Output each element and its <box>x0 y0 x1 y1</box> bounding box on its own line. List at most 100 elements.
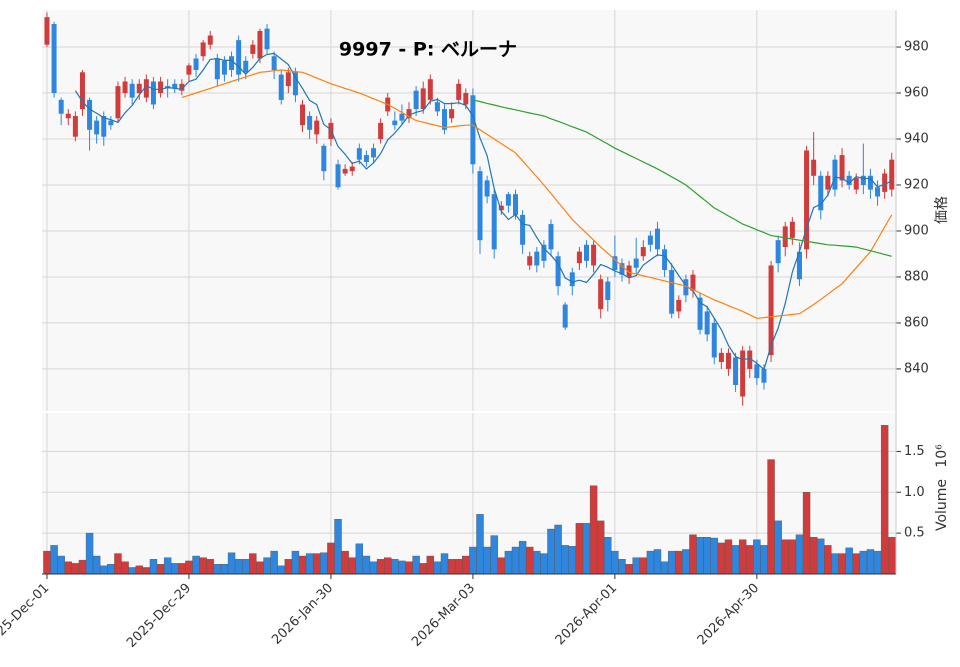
volume-bar <box>660 561 669 575</box>
x-tick-label: 2026-Jan-30 <box>269 581 336 648</box>
candle-body <box>647 235 653 245</box>
volume-bar <box>504 550 513 575</box>
volume-bar <box>192 555 200 575</box>
volume-bar <box>802 492 811 575</box>
x-tick-label: 2026-Apr-01 <box>553 581 620 648</box>
volume-bar <box>611 550 619 575</box>
candle-body <box>150 81 156 105</box>
candle-body <box>882 173 888 192</box>
candle-body <box>434 102 440 112</box>
candle-body <box>633 258 639 268</box>
candle-body <box>193 58 199 71</box>
volume-bar <box>717 542 726 575</box>
candle-body <box>314 120 320 135</box>
volume-bar <box>788 539 797 575</box>
candle-body <box>498 205 504 211</box>
candle-body <box>292 72 298 96</box>
volume-bar <box>731 545 740 575</box>
candle-body <box>427 79 433 100</box>
candle-body <box>662 249 668 271</box>
candle-body <box>285 72 291 87</box>
candle-body <box>711 322 717 358</box>
volume-bar <box>710 537 718 575</box>
volume-bar <box>838 553 846 575</box>
volume-bar <box>384 557 392 575</box>
candle-body <box>725 352 731 369</box>
candle-body <box>839 155 845 181</box>
candle-body <box>818 175 824 211</box>
candle-body <box>87 99 93 130</box>
volume-bar <box>369 561 378 575</box>
volume-bar <box>43 550 51 575</box>
volume-bar <box>242 559 250 575</box>
candle-body <box>832 159 838 190</box>
candle-body <box>804 150 810 250</box>
volume-bar <box>362 555 371 575</box>
volume-bar <box>831 553 839 575</box>
candle-body <box>356 148 362 160</box>
volume-bar <box>71 563 80 575</box>
moving-average-line <box>181 69 893 319</box>
candle-body <box>548 224 554 250</box>
volume-bar <box>447 559 456 575</box>
candle-body <box>278 74 284 100</box>
candle-body <box>718 352 724 363</box>
candle-body <box>420 88 426 110</box>
candle-body <box>449 109 455 119</box>
volume-bar <box>675 550 683 575</box>
candle-body <box>363 155 369 162</box>
moving-average-line <box>472 99 892 257</box>
x-tick-label: 2026-Mar-03 <box>409 581 478 650</box>
volume-bar <box>263 557 271 575</box>
volume-bar <box>753 539 761 575</box>
volume-bar <box>476 514 484 575</box>
candle-body <box>122 81 128 94</box>
candle-body <box>243 60 249 73</box>
candle-body <box>591 244 597 266</box>
candle-body <box>406 109 412 119</box>
candle-body <box>683 279 689 296</box>
candle-body <box>583 244 589 261</box>
volume-bar <box>639 557 647 575</box>
candle-body <box>775 240 781 264</box>
volume-bar <box>760 545 768 575</box>
volume-bar <box>78 559 87 575</box>
volume-bar <box>888 537 896 575</box>
candle-body <box>654 228 660 250</box>
volume-bar <box>689 534 697 575</box>
candle-body <box>186 65 192 75</box>
candle-body <box>768 265 774 356</box>
moving-average-line <box>74 52 892 371</box>
volume-bar <box>561 545 569 575</box>
volume-bar <box>518 541 527 575</box>
volume-bar <box>50 545 58 575</box>
volume-bar <box>625 563 633 575</box>
candle-body <box>690 274 696 291</box>
candle-body <box>179 83 185 91</box>
candle-body <box>520 214 526 245</box>
volume-bar <box>568 546 576 575</box>
candle-body <box>853 178 859 190</box>
candle-body <box>129 83 135 98</box>
volume-bar <box>220 563 229 575</box>
volume-bar <box>859 550 868 575</box>
price-panel <box>42 10 896 411</box>
volume-bar <box>256 561 264 575</box>
candle-body <box>321 145 327 172</box>
volume-bar <box>334 519 342 575</box>
x-tick-label: 2025-Dec-29 <box>124 581 194 651</box>
volume-bar <box>305 553 314 575</box>
volume-bar <box>525 546 534 575</box>
volume-bar <box>490 535 498 575</box>
volume-bar <box>646 550 655 575</box>
volume-bar <box>632 557 640 575</box>
candle-body <box>470 95 476 165</box>
volume-bar <box>64 561 72 575</box>
volume-tick-label: 1.5 <box>904 444 925 459</box>
candle-body <box>250 44 256 54</box>
volume-bar <box>178 563 186 575</box>
volume-bar <box>533 550 541 575</box>
candle-body <box>761 368 767 383</box>
candle-body <box>463 93 469 105</box>
